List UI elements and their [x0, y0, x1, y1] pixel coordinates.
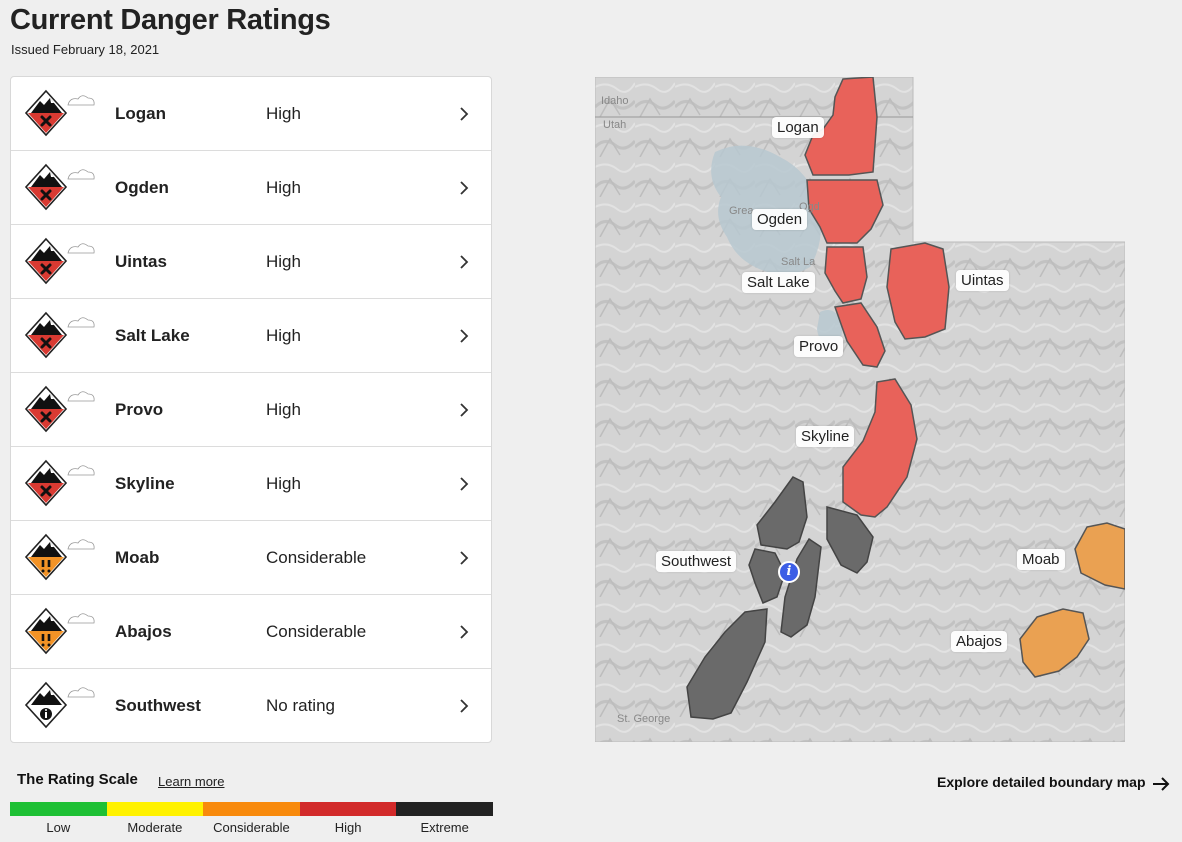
chevron-right-icon — [460, 255, 469, 269]
map-label-abajos[interactable]: Abajos — [951, 631, 1007, 652]
map-label-logan[interactable]: Logan — [772, 117, 824, 138]
region-rating: High — [266, 178, 301, 197]
region-name: Logan — [115, 104, 166, 123]
map-label-st-george: St. George — [617, 713, 671, 725]
map-label-utah: Utah — [603, 119, 627, 131]
chevron-right-icon — [460, 551, 469, 565]
chevron-right-icon — [460, 181, 469, 195]
region-name: Southwest — [115, 696, 201, 715]
scale-swatch-extreme — [396, 802, 493, 816]
page-title: Current Danger Ratings — [10, 4, 331, 36]
region-ogden — [806, 179, 884, 244]
chevron-right-icon — [460, 107, 469, 121]
region-rating: Considerable — [266, 622, 367, 641]
rating-scale-bar — [10, 802, 493, 816]
forecast-region-map[interactable]: Idaho Utah Grea Ogd Salt La St. George L… — [595, 77, 1125, 742]
region-row-provo[interactable]: Provo High — [11, 373, 491, 447]
danger-rating-list: Logan High Ogden High Uintas High Salt L… — [10, 76, 492, 743]
region-rating: Considerable — [266, 548, 367, 567]
region-row-logan[interactable]: Logan High — [11, 77, 491, 151]
region-moab — [1074, 522, 1125, 590]
chevron-right-icon — [460, 477, 469, 491]
region-rating: No rating — [266, 696, 335, 715]
issued-date: Issued February 18, 2021 — [11, 42, 160, 57]
region-uintas — [886, 242, 950, 340]
danger-rating-icon — [24, 533, 95, 581]
region-salt-lake — [824, 246, 868, 304]
map-canvas — [595, 77, 1125, 742]
map-label-moab[interactable]: Moab — [1017, 549, 1065, 570]
scale-label-high: High — [334, 820, 362, 835]
danger-rating-icon — [24, 459, 95, 507]
map-label-great: Grea — [729, 205, 754, 217]
map-label-provo[interactable]: Provo — [794, 336, 844, 357]
map-label-salt-lake-city: Salt La — [781, 256, 816, 268]
scale-label-considerable: Considerable — [213, 820, 290, 835]
region-provo — [833, 302, 886, 368]
map-label-ogden[interactable]: Ogden — [752, 209, 808, 230]
danger-rating-icon — [24, 311, 95, 359]
region-row-skyline[interactable]: Skyline High — [11, 447, 491, 521]
scale-label-low: Low — [46, 820, 71, 835]
region-abajos — [1019, 608, 1090, 678]
scale-swatch-considerable — [203, 802, 300, 816]
map-label-uintas[interactable]: Uintas — [956, 270, 1009, 291]
region-logan — [804, 77, 878, 176]
scale-swatch-high — [299, 802, 397, 816]
region-name: Provo — [115, 400, 164, 419]
map-label-skyline[interactable]: Skyline — [796, 426, 855, 447]
scale-label-extreme: Extreme — [420, 820, 469, 835]
region-name: Abajos — [115, 622, 172, 641]
danger-rating-icon — [24, 89, 95, 137]
region-rating: High — [266, 400, 301, 419]
scale-swatch-low — [10, 802, 107, 816]
region-name: Salt Lake — [115, 326, 190, 345]
scale-label-moderate: Moderate — [127, 820, 183, 835]
region-row-salt-lake[interactable]: Salt Lake High — [11, 299, 491, 373]
danger-rating-icon — [24, 385, 95, 433]
region-skyline — [842, 378, 918, 518]
region-rating: High — [266, 474, 301, 493]
scale-swatch-moderate — [106, 802, 204, 816]
chevron-right-icon — [460, 625, 469, 639]
region-southwest-south — [686, 608, 768, 720]
region-rating: High — [266, 326, 301, 345]
region-southwest-mid — [748, 548, 786, 604]
rating-scale-labels: Low Moderate Considerable High Extreme — [10, 820, 493, 835]
region-name: Ogden — [115, 178, 169, 197]
chevron-right-icon — [460, 699, 469, 713]
danger-rating-icon — [24, 681, 95, 729]
info-pin-icon[interactable]: i — [778, 561, 800, 583]
map-label-idaho: Idaho — [601, 95, 629, 107]
danger-rating-icon — [24, 163, 95, 211]
region-name: Uintas — [115, 252, 167, 271]
chevron-right-icon — [460, 329, 469, 343]
map-label-salt-lake[interactable]: Salt Lake — [742, 272, 815, 293]
region-southwest-north — [756, 476, 808, 550]
utah-outline — [595, 77, 1125, 742]
region-southwest-east — [826, 506, 874, 574]
arrow-right-icon[interactable] — [1152, 776, 1170, 792]
region-name: Skyline — [115, 474, 175, 493]
region-row-moab[interactable]: Moab Considerable — [11, 521, 491, 595]
region-row-uintas[interactable]: Uintas High — [11, 225, 491, 299]
region-rating: High — [266, 104, 301, 123]
learn-more-link[interactable]: Learn more — [158, 774, 225, 789]
region-row-abajos[interactable]: Abajos Considerable — [11, 595, 491, 669]
region-row-ogden[interactable]: Ogden High — [11, 151, 491, 225]
explore-boundary-map-link[interactable]: Explore detailed boundary map — [937, 774, 1146, 790]
danger-rating-icon — [24, 607, 95, 655]
rating-scale-title: The Rating Scale — [17, 771, 138, 788]
region-row-southwest[interactable]: Southwest No rating — [11, 669, 491, 742]
danger-rating-icon — [24, 237, 95, 285]
map-label-southwest[interactable]: Southwest — [656, 551, 737, 572]
region-name: Moab — [115, 548, 160, 567]
chevron-right-icon — [460, 403, 469, 417]
region-rating: High — [266, 252, 301, 271]
